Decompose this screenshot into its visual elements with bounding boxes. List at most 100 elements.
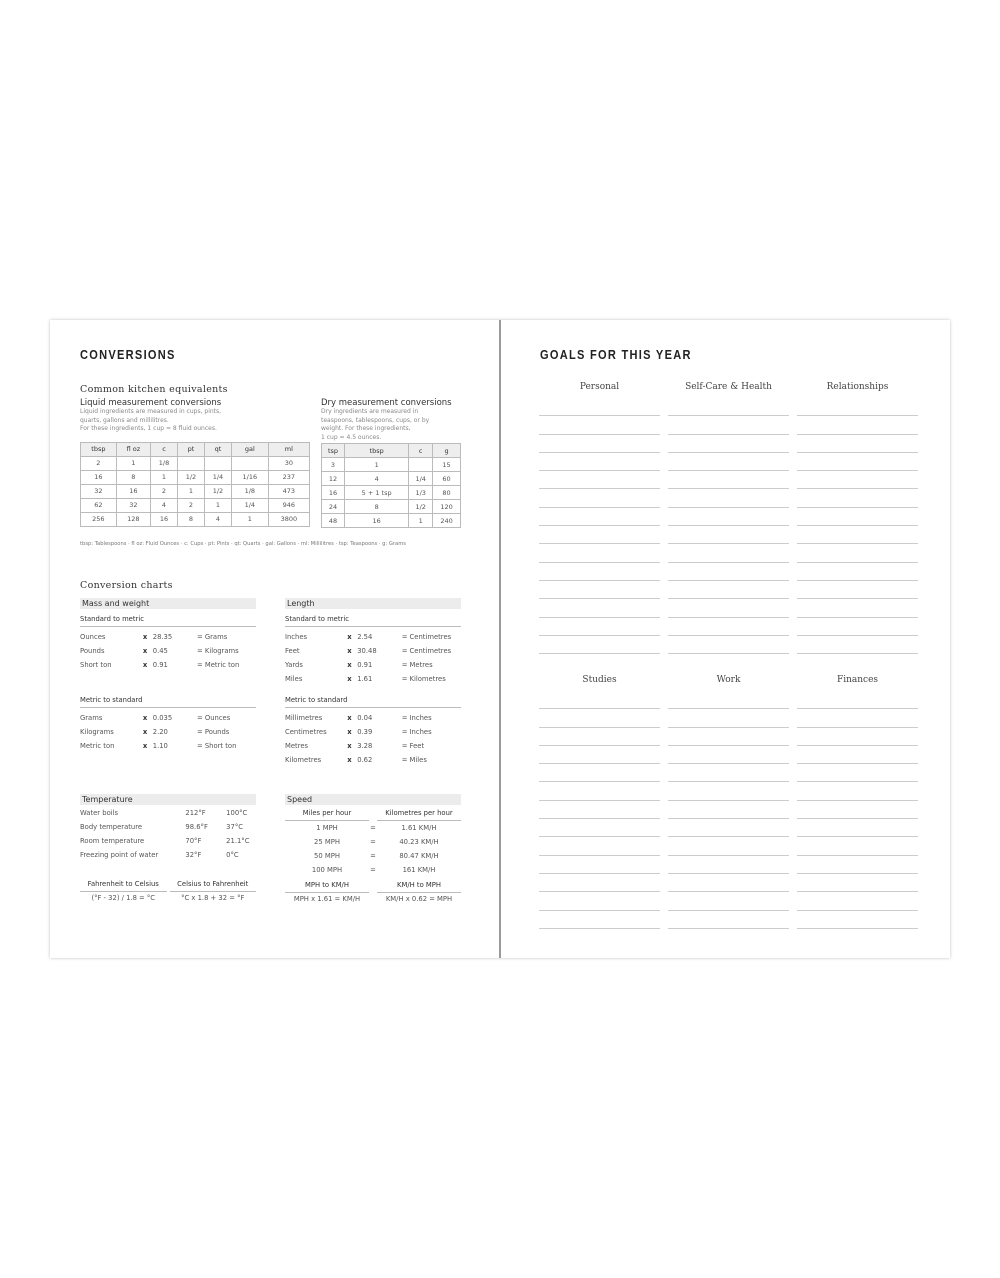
goal-line[interactable] (668, 581, 789, 600)
speed-cell: 1 MPH (316, 824, 338, 832)
goal-line[interactable] (668, 563, 789, 581)
goal-line[interactable] (539, 709, 660, 728)
table-cell: 15 (432, 457, 461, 472)
table-cell: 946 (267, 497, 311, 513)
table-cell: 16 (150, 511, 178, 527)
goal-line[interactable] (668, 819, 789, 838)
goal-line[interactable] (539, 618, 660, 636)
goal-line[interactable] (668, 856, 789, 874)
goal-line[interactable] (668, 453, 789, 472)
goal-line[interactable] (539, 471, 660, 490)
mass-section: Mass and weight Standard to metric Ounces x… (80, 598, 256, 753)
goal-line[interactable] (539, 874, 660, 893)
goal-line[interactable] (797, 911, 918, 929)
goal-line[interactable] (797, 709, 918, 728)
speed-cell: 100 MPH (311, 866, 343, 874)
goal-line[interactable] (797, 746, 918, 765)
goal-line[interactable] (539, 544, 660, 563)
table-row: 48 16 1 240 (321, 513, 461, 528)
goal-line[interactable] (668, 526, 789, 545)
goal-line[interactable] (539, 801, 660, 820)
goal-line[interactable] (668, 636, 789, 655)
goal-line[interactable] (539, 581, 660, 600)
goal-line[interactable] (539, 563, 660, 581)
goal-line[interactable] (797, 398, 918, 417)
mph-header: Miles per hour (285, 809, 369, 821)
goal-line[interactable] (539, 782, 660, 801)
goal-line[interactable] (668, 398, 789, 417)
goal-line[interactable] (668, 782, 789, 801)
goal-line[interactable] (797, 599, 918, 618)
table-cell: 48 (321, 513, 345, 528)
goal-line[interactable] (797, 892, 918, 911)
goal-line[interactable] (797, 801, 918, 820)
goal-line[interactable] (668, 911, 789, 929)
goal-line[interactable] (797, 581, 918, 600)
goal-line[interactable] (797, 691, 918, 710)
goal-line[interactable] (797, 453, 918, 472)
goal-line[interactable] (797, 416, 918, 435)
goal-line[interactable] (797, 837, 918, 856)
goal-line[interactable] (797, 636, 918, 655)
goal-line[interactable] (797, 782, 918, 801)
c2f-formula: °C x 1.8 + 32 = °F (181, 894, 245, 902)
goal-line[interactable] (797, 819, 918, 838)
conversion-cell: 0.39 (357, 728, 373, 736)
goal-line[interactable] (668, 435, 789, 453)
conversion-cell: 0.04 (357, 714, 373, 722)
goal-line[interactable] (797, 489, 918, 508)
goal-line[interactable] (539, 856, 660, 874)
goal-line[interactable] (668, 618, 789, 636)
goal-line[interactable] (668, 874, 789, 893)
goal-line[interactable] (797, 874, 918, 893)
goal-line[interactable] (668, 691, 789, 710)
goal-line[interactable] (668, 489, 789, 508)
goal-line[interactable] (539, 636, 660, 655)
goal-line[interactable] (539, 764, 660, 783)
goal-line[interactable] (797, 544, 918, 563)
goal-line[interactable] (668, 837, 789, 856)
speed-row: 100 MPH = 161 KM/H (285, 863, 461, 877)
goal-line[interactable] (668, 801, 789, 820)
goal-line[interactable] (539, 892, 660, 911)
goal-line[interactable] (539, 819, 660, 838)
goal-line[interactable] (668, 508, 789, 527)
goal-line[interactable] (668, 416, 789, 435)
goal-line[interactable] (539, 508, 660, 527)
table-row: 62 32 4 2 1 1/4 946 (80, 497, 311, 513)
goal-line[interactable] (797, 508, 918, 527)
goal-line[interactable] (539, 728, 660, 746)
goal-line[interactable] (539, 435, 660, 453)
goal-line[interactable] (539, 599, 660, 618)
goal-line[interactable] (668, 544, 789, 563)
goal-line[interactable] (539, 526, 660, 545)
goal-line[interactable] (539, 398, 660, 417)
goal-line[interactable] (668, 709, 789, 728)
goal-line[interactable] (668, 892, 789, 911)
goal-line[interactable] (668, 471, 789, 490)
goal-line[interactable] (539, 746, 660, 765)
goal-line[interactable] (797, 435, 918, 453)
goal-line[interactable] (797, 856, 918, 874)
goal-line[interactable] (668, 746, 789, 765)
goal-line[interactable] (539, 416, 660, 435)
goal-line[interactable] (539, 691, 660, 710)
goal-line[interactable] (668, 728, 789, 746)
goal-line[interactable] (797, 471, 918, 490)
conversion-cell: Miles (285, 675, 303, 683)
goal-line[interactable] (797, 526, 918, 545)
goal-line[interactable] (797, 728, 918, 746)
desc-line: Liquid ingredients are measured in cups,… (80, 408, 222, 415)
goal-line[interactable] (539, 489, 660, 508)
table-cell: 32 (115, 497, 152, 513)
table-cell: 120 (432, 499, 461, 514)
goal-line[interactable] (539, 837, 660, 856)
goal-line[interactable] (668, 599, 789, 618)
goal-line[interactable] (797, 764, 918, 783)
goal-line[interactable] (668, 764, 789, 783)
goal-line[interactable] (797, 618, 918, 636)
goal-line[interactable] (539, 911, 660, 929)
goal-line[interactable] (797, 563, 918, 581)
table-cell: 3 (321, 457, 345, 472)
goal-line[interactable] (539, 453, 660, 472)
